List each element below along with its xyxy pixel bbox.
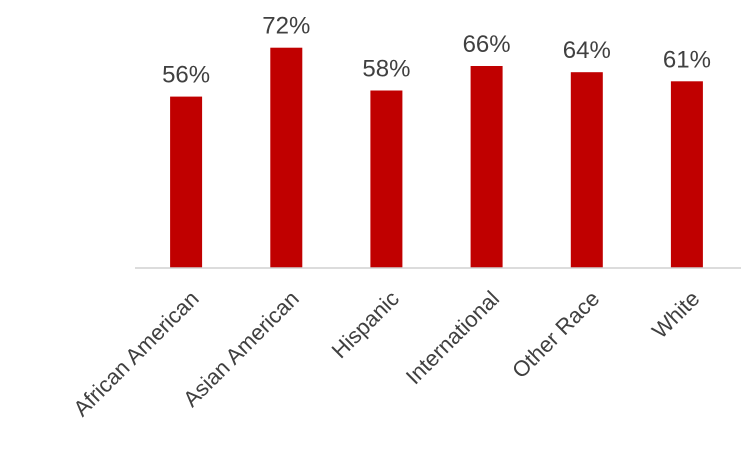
- tick-label-other-race: Other Race: [507, 286, 604, 383]
- data-label-asian-american: 72%: [262, 13, 310, 40]
- tick-label-hispanic: Hispanic: [327, 286, 404, 363]
- data-label-hispanic: 58%: [362, 56, 410, 83]
- bars-group: [170, 47, 703, 269]
- bar-other-race: [570, 72, 603, 268]
- bar-white: [670, 81, 703, 268]
- data-label-white: 61%: [663, 46, 711, 73]
- bar-hispanic: [370, 90, 403, 268]
- tick-label-international: International: [401, 286, 504, 389]
- data-label-other-race: 64%: [563, 37, 611, 64]
- data-label-african-american: 56%: [162, 62, 210, 89]
- bar-african-american: [170, 96, 203, 268]
- bar-asian-american: [270, 47, 303, 269]
- tick-label-white: White: [647, 286, 704, 343]
- data-label-international: 66%: [463, 31, 511, 58]
- tick-label-african-american: African American: [68, 286, 203, 421]
- data-labels-group: 56% 72% 58% 66% 64% 61%: [162, 13, 711, 89]
- bar-international: [470, 66, 503, 268]
